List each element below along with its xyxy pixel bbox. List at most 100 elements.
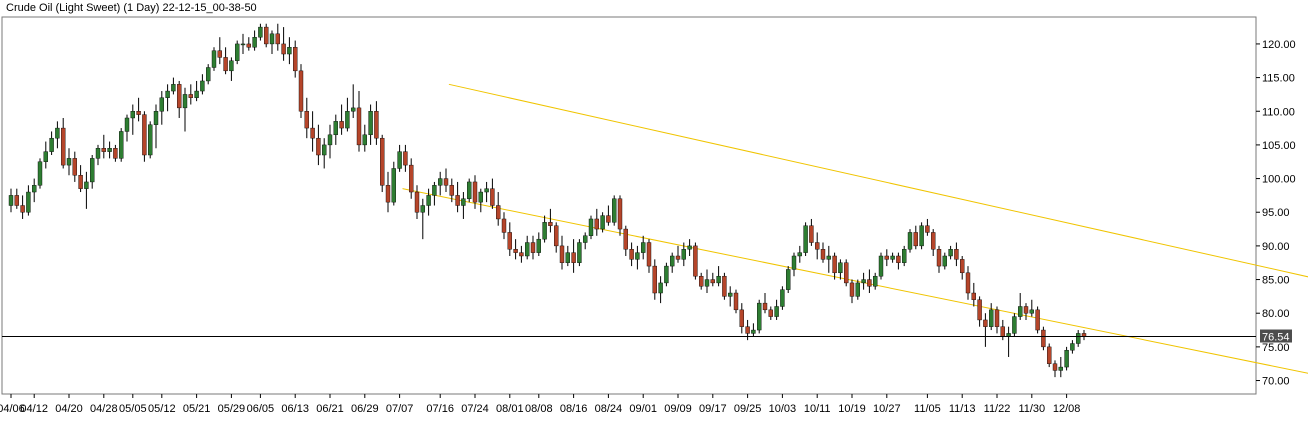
candle-body-up [1059, 367, 1063, 370]
candle-body-up [537, 239, 541, 252]
x-tick-label: 05/12 [148, 403, 176, 415]
candle-body-down [850, 283, 854, 296]
candle [374, 101, 378, 145]
candle [740, 303, 744, 333]
candle [624, 226, 628, 256]
y-tick-label: 120.00 [1262, 39, 1296, 51]
candle [305, 98, 309, 138]
candle [1059, 357, 1063, 377]
candle [485, 182, 489, 202]
candle-body-up [258, 27, 262, 37]
candle-body-down [102, 148, 106, 151]
candle-body-up [235, 44, 239, 61]
y-tick-label: 80.00 [1262, 308, 1290, 320]
candle-body-down [502, 219, 506, 232]
candle-body-up [566, 253, 570, 263]
channel-line-lower [403, 189, 1308, 388]
candle-body-up [920, 226, 924, 246]
candle-body-down [1053, 364, 1057, 371]
candle [792, 253, 796, 277]
candle [1082, 330, 1086, 340]
candle [444, 168, 448, 192]
candle-body-down [305, 111, 309, 128]
candle-body-up [902, 249, 906, 262]
candle-body-up [525, 243, 529, 256]
candle-body-up [664, 266, 668, 283]
candle-body-down [79, 175, 83, 188]
candle-body-down [496, 206, 500, 219]
candle [728, 286, 732, 306]
candle [589, 216, 593, 240]
candle-body-down [954, 249, 958, 259]
candle-body-down [374, 111, 378, 138]
candle [543, 216, 547, 243]
candle-body-up [757, 303, 761, 330]
candle-body-up [229, 61, 233, 71]
candle-body-down [508, 232, 512, 249]
candle [595, 209, 599, 236]
candle [119, 128, 123, 162]
y-tick-label: 70.00 [1262, 376, 1290, 388]
candle-body-down [444, 179, 448, 186]
candle-body-up [989, 310, 993, 327]
candle-body-up [241, 44, 245, 45]
candle-body-down [914, 232, 918, 245]
candle-body-up [96, 148, 100, 158]
candle [392, 162, 396, 206]
candle-body-up [392, 168, 396, 202]
candle [914, 226, 918, 250]
candle-body-up [838, 263, 842, 273]
candle-body-down [815, 243, 819, 250]
candle [102, 135, 106, 159]
candle-body-down [809, 226, 813, 243]
candle [467, 179, 471, 203]
candle-body-up [659, 283, 663, 293]
candle [844, 259, 848, 286]
candle-body-down [456, 195, 460, 205]
candle-body-up [369, 111, 373, 135]
candle [427, 189, 431, 216]
candle-body-down [316, 138, 320, 155]
candle-body-up [461, 199, 465, 206]
candle-body-up [717, 276, 721, 283]
candle [693, 243, 697, 280]
candle [287, 37, 291, 64]
candle [357, 91, 361, 152]
y-tick-label: 105.00 [1262, 140, 1296, 152]
candle-body-up [1012, 317, 1016, 334]
candle [73, 152, 77, 182]
candle-body-down [821, 249, 825, 259]
candle-body-down [769, 310, 773, 317]
candle-body-down [740, 310, 744, 327]
x-tick-label: 10/03 [769, 403, 797, 415]
candle-body-down [218, 51, 222, 58]
candle-body-down [137, 111, 141, 114]
candle [299, 64, 303, 118]
candle-body-down [519, 253, 523, 256]
candle [9, 189, 13, 213]
candle-body-down [21, 206, 25, 213]
candle [131, 105, 135, 135]
candle-body-down [247, 44, 251, 47]
candle [38, 158, 42, 188]
candle [972, 283, 976, 307]
candle [415, 185, 419, 219]
candle [769, 306, 773, 319]
x-tick-label: 08/01 [496, 403, 524, 415]
candle-body-up [287, 47, 291, 54]
candle-body-down [711, 280, 715, 283]
candle [954, 243, 958, 267]
candle-body-up [427, 195, 431, 205]
candle [479, 189, 483, 213]
x-tick-label: 11/22 [984, 403, 1011, 415]
candle-body-down [142, 115, 146, 155]
candle [763, 293, 767, 313]
candle [90, 155, 94, 189]
candle-body-down [647, 243, 651, 267]
candle-body-up [943, 256, 947, 266]
candle-body-up [908, 232, 912, 249]
candle-body-up [705, 280, 709, 287]
candle [717, 266, 721, 286]
candle-body-down [224, 57, 228, 70]
candle-body-up [108, 148, 112, 151]
